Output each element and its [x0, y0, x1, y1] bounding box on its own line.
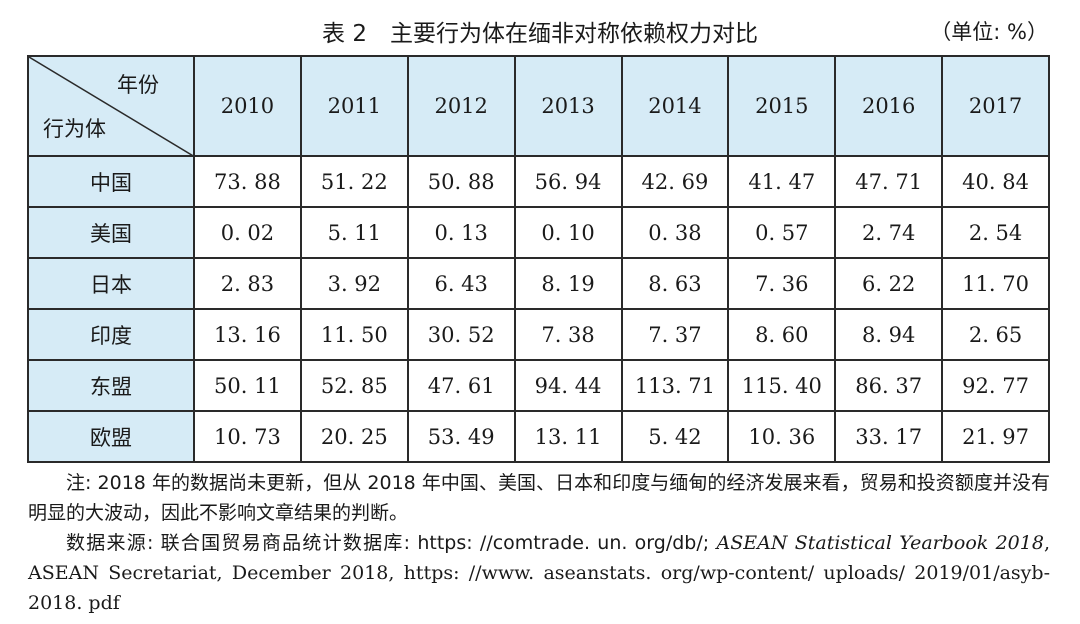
data-table: 年份 行为体 2010 2011 2012 2013 2014 2015 2016 2017 …	[27, 55, 1050, 463]
table-row: 日本 2. 83 3. 92 6. 43 8. 19 8. 63 7. 36 6. 22 11.…	[27, 257, 1050, 310]
cell: 6. 43	[406, 257, 516, 310]
cell: 0. 57	[727, 206, 837, 259]
source-suffix: , ASEAN Secretariat, December 2018, http…	[28, 532, 1050, 614]
cell: 2. 65	[941, 308, 1050, 361]
notes: 注: 2018 年的数据尚未更新，但从 2018 年中国、美国、日本和印度与缅甸…	[28, 468, 1050, 618]
source: 数据来源: 联合国贸易商品统计数据库: https: //comtrade. u…	[28, 528, 1050, 618]
corner-top: 年份	[117, 73, 159, 97]
cell: 3. 92	[299, 257, 409, 310]
cell: 8. 19	[513, 257, 623, 310]
header-row: 年份 行为体 2010 2011 2012 2013 2014 2015 2016 2017	[27, 55, 1050, 157]
cell: 2. 54	[941, 206, 1050, 259]
note: 注: 2018 年的数据尚未更新，但从 2018 年中国、美国、日本和印度与缅甸…	[28, 472, 1050, 524]
cell: 13. 11	[513, 410, 623, 463]
cell: 5. 42	[620, 410, 730, 463]
cell: 21. 97	[941, 410, 1050, 463]
cell: 86. 37	[834, 359, 944, 412]
cell: 52. 85	[299, 359, 409, 412]
cell: 47. 71	[834, 155, 944, 208]
cell: 7. 37	[620, 308, 730, 361]
cell: 0. 02	[193, 206, 302, 259]
cell: 33. 17	[834, 410, 944, 463]
cell: 56. 94	[513, 155, 623, 208]
cell: 50. 11	[193, 359, 302, 412]
column-header: 2012	[406, 55, 516, 157]
cell: 30. 52	[406, 308, 516, 361]
row-header: 美国	[27, 206, 195, 259]
source-prefix: 数据来源: 联合国贸易商品统计数据库: https: //comtrade. u…	[66, 532, 710, 554]
cell: 50. 88	[406, 155, 516, 208]
cell: 115. 40	[727, 359, 837, 412]
cell: 41. 47	[727, 155, 837, 208]
cell: 2. 83	[193, 257, 302, 310]
row-header: 中国	[27, 155, 195, 208]
table-row: 欧盟 10. 73 20. 25 53. 49 13. 11 5. 42 10. 36 33.…	[27, 410, 1050, 463]
cell: 0. 38	[620, 206, 730, 259]
cell: 10. 36	[727, 410, 837, 463]
cell: 92. 77	[941, 359, 1050, 412]
column-header: 2017	[941, 55, 1050, 157]
corner-cell: 年份 行为体	[27, 55, 195, 157]
source-italic: ASEAN Statistical Yearbook 2018	[716, 532, 1044, 554]
cell: 47. 61	[406, 359, 516, 412]
unit-label: （单位: %）	[930, 20, 1048, 44]
cell: 94. 44	[513, 359, 623, 412]
cell: 53. 49	[406, 410, 516, 463]
cell: 10. 73	[193, 410, 302, 463]
cell: 7. 36	[727, 257, 837, 310]
cell: 42. 69	[620, 155, 730, 208]
column-header: 2014	[620, 55, 730, 157]
corner-bottom: 行为体	[43, 117, 106, 141]
table-row: 印度 13. 16 11. 50 30. 52 7. 38 7. 37 8. 60 8. 94…	[27, 308, 1050, 361]
cell: 20. 25	[299, 410, 409, 463]
cell: 13. 16	[193, 308, 302, 361]
column-header: 2015	[727, 55, 837, 157]
row-header: 日本	[27, 257, 195, 310]
table-row: 东盟 50. 11 52. 85 47. 61 94. 44 113. 71 115. 40…	[27, 359, 1050, 412]
cell: 51. 22	[299, 155, 409, 208]
cell: 7. 38	[513, 308, 623, 361]
cell: 8. 94	[834, 308, 944, 361]
cell: 0. 10	[513, 206, 623, 259]
row-header: 印度	[27, 308, 195, 361]
cell: 5. 11	[299, 206, 409, 259]
cell: 8. 60	[727, 308, 837, 361]
cell: 0. 13	[406, 206, 516, 259]
cell: 8. 63	[620, 257, 730, 310]
cell: 73. 88	[193, 155, 302, 208]
table-title: 表 2 主要行为体在缅非对称依赖权力对比	[322, 21, 758, 47]
row-header: 东盟	[27, 359, 195, 412]
cell: 113. 71	[620, 359, 730, 412]
table-row: 中国 73. 88 51. 22 50. 88 56. 94 42. 69 41. 47 47…	[27, 155, 1050, 208]
column-header: 2011	[299, 55, 409, 157]
table-body: 中国 73. 88 51. 22 50. 88 56. 94 42. 69 41. 47 47…	[27, 155, 1050, 463]
cell: 11. 50	[299, 308, 409, 361]
cell: 6. 22	[834, 257, 944, 310]
column-header: 2010	[193, 55, 302, 157]
row-header: 欧盟	[27, 410, 195, 463]
column-header: 2016	[834, 55, 944, 157]
diagonal	[29, 57, 195, 157]
column-header: 2013	[513, 55, 623, 157]
cell: 11. 70	[941, 257, 1050, 310]
table-row: 美国 0. 02 5. 11 0. 13 0. 10 0. 38 0. 57 2. 74 2. …	[27, 206, 1050, 259]
cell: 2. 74	[834, 206, 944, 259]
cell: 40. 84	[941, 155, 1050, 208]
